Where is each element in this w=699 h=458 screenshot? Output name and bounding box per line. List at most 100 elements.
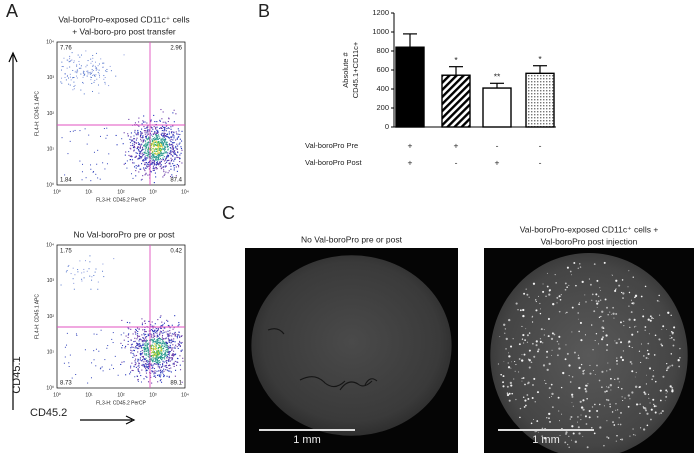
event <box>159 162 161 164</box>
event <box>147 348 149 351</box>
event <box>77 54 79 56</box>
event <box>120 363 122 366</box>
event <box>150 363 152 365</box>
event <box>164 129 166 131</box>
event <box>166 375 168 377</box>
event <box>95 365 97 367</box>
speckle <box>599 403 601 406</box>
event <box>154 346 156 348</box>
event <box>127 340 129 342</box>
speckle <box>582 372 585 375</box>
event <box>172 125 174 127</box>
event <box>169 357 171 359</box>
event <box>148 148 150 150</box>
speckle <box>628 291 631 294</box>
speckle <box>644 407 647 410</box>
speckle <box>521 325 523 327</box>
event <box>68 83 70 85</box>
event <box>83 71 85 73</box>
event <box>158 363 160 365</box>
speckle <box>510 367 512 369</box>
event <box>159 356 161 358</box>
event <box>153 354 155 357</box>
event <box>152 327 154 329</box>
speckle <box>600 315 602 318</box>
event <box>161 141 163 143</box>
event <box>167 152 169 154</box>
event <box>169 347 171 349</box>
event <box>156 338 159 340</box>
speckle <box>542 364 546 367</box>
speckle <box>558 410 560 412</box>
event <box>97 71 99 73</box>
bar <box>395 46 425 128</box>
event <box>160 352 163 354</box>
event <box>145 370 147 372</box>
event <box>156 129 158 131</box>
event <box>140 140 142 142</box>
event <box>155 372 157 374</box>
speckle <box>571 395 574 398</box>
speckle <box>646 349 649 352</box>
event <box>148 154 150 156</box>
event <box>148 136 150 138</box>
event <box>130 136 132 138</box>
event <box>142 120 144 122</box>
y-tick-label: 10⁴ <box>46 39 54 45</box>
speckle <box>528 358 530 360</box>
speckle <box>648 367 652 370</box>
event <box>157 351 159 353</box>
event <box>175 147 177 149</box>
event <box>132 144 134 147</box>
speckle <box>666 391 668 393</box>
event <box>148 342 150 344</box>
event <box>159 327 162 329</box>
event <box>146 157 148 159</box>
event <box>122 143 124 145</box>
event <box>138 148 140 151</box>
event <box>93 171 95 173</box>
event <box>156 374 159 376</box>
event <box>90 72 92 74</box>
event <box>140 157 142 159</box>
speckle <box>523 292 526 295</box>
speckle <box>558 347 561 350</box>
event <box>136 347 138 350</box>
event <box>157 138 159 141</box>
event <box>179 340 181 342</box>
event <box>181 349 183 351</box>
event <box>165 346 167 348</box>
event <box>157 350 159 352</box>
event <box>152 354 154 356</box>
speckle <box>665 395 668 398</box>
event <box>143 339 145 341</box>
event <box>155 176 157 178</box>
event <box>146 343 148 346</box>
event <box>170 128 172 130</box>
event <box>143 126 145 128</box>
event <box>155 361 157 363</box>
event <box>141 318 143 320</box>
event <box>142 363 144 365</box>
event <box>154 353 156 355</box>
event <box>161 125 164 127</box>
event <box>158 163 160 165</box>
plot-title: No Val-boroPro pre or post <box>74 229 176 239</box>
event <box>165 161 168 163</box>
speckle <box>645 383 647 385</box>
event <box>93 151 95 153</box>
event <box>162 345 164 347</box>
event <box>165 352 167 354</box>
event <box>144 174 146 176</box>
arrow-head <box>8 51 18 63</box>
event <box>144 366 146 368</box>
speckle <box>659 314 661 316</box>
vessel <box>299 376 346 388</box>
speckle <box>541 427 544 430</box>
event <box>136 375 138 377</box>
speckle <box>621 279 624 281</box>
speckle <box>571 402 573 404</box>
event <box>152 138 154 140</box>
event <box>157 366 159 368</box>
